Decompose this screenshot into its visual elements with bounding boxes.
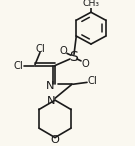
Text: CH₃: CH₃ — [82, 0, 99, 8]
Text: Cl: Cl — [13, 61, 23, 71]
Text: O: O — [51, 135, 59, 145]
Text: N: N — [47, 96, 55, 106]
Text: S: S — [70, 50, 78, 64]
Text: Cl: Cl — [88, 77, 98, 86]
Text: N: N — [46, 81, 54, 91]
Text: O: O — [81, 59, 89, 69]
Text: Cl: Cl — [35, 44, 45, 54]
Text: O: O — [59, 46, 67, 56]
